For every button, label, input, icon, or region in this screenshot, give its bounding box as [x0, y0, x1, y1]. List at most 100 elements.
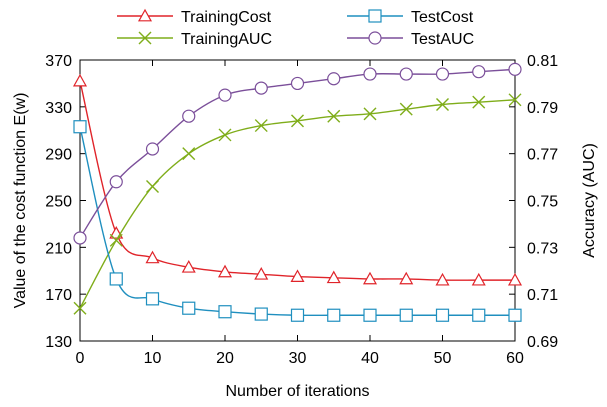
y-left-tick-label: 130 [45, 334, 72, 351]
data-point-testauc [145, 142, 160, 156]
data-point-trainingcost [181, 260, 196, 273]
x-marker-stroke [138, 31, 152, 45]
y-left-tick-label: 290 [45, 147, 72, 164]
x-marker-stroke [73, 301, 87, 315]
legend-label-trainingcost: TrainingCost [181, 9, 272, 26]
y-left-tick-label: 330 [45, 100, 72, 117]
legend-item-testcost: TestCost [347, 9, 474, 26]
data-point-trainingauc [399, 102, 413, 116]
data-point-testauc [109, 175, 123, 189]
legend-item-trainingcost: TrainingCost [117, 8, 272, 26]
x-marker-stroke [182, 147, 196, 161]
y-right-tick-label: 0.71 [527, 287, 558, 304]
y-right-tick-label: 0.69 [527, 334, 558, 351]
x-tick-label: 50 [434, 350, 452, 367]
data-point-trainingcost [145, 250, 160, 264]
legend-marker-trainingauc [138, 31, 152, 45]
data-point-testauc [363, 67, 377, 81]
data-point-trainingauc [363, 107, 377, 121]
data-point-trainingauc [73, 301, 87, 315]
x-marker-stroke [363, 107, 377, 121]
data-point-trainingcost [399, 271, 414, 285]
data-point-testauc [399, 67, 413, 81]
y-right-tick-label: 0.81 [527, 53, 558, 70]
data-point-testauc [182, 109, 196, 123]
series-testauc [73, 62, 522, 245]
x-marker-stroke [327, 109, 341, 123]
data-point-trainingcost [254, 267, 269, 280]
data-point-trainingauc [146, 179, 159, 193]
data-point-trainingauc [436, 97, 449, 111]
series-testcost [73, 120, 522, 322]
data-point-testcost [472, 308, 486, 322]
y-left-tick-label: 250 [45, 194, 72, 211]
x-tick-label: 10 [144, 350, 162, 367]
x-marker-stroke [508, 93, 522, 107]
data-point-testcost [435, 308, 450, 322]
y-right-tick-label: 0.79 [527, 100, 558, 117]
series-trainingauc [73, 93, 522, 315]
legend-marker-testauc [368, 31, 382, 45]
data-point-trainingcost [362, 271, 378, 285]
data-point-testcost [399, 308, 413, 322]
y-left-tick-label: 210 [45, 240, 72, 257]
x-marker-stroke [218, 128, 232, 142]
data-point-testcost [218, 305, 232, 319]
x-marker-stroke [254, 119, 268, 133]
legend-label-testcost: TestCost [411, 9, 474, 26]
data-point-trainingcost [507, 272, 523, 286]
y-left-tick-label: 170 [45, 287, 72, 304]
data-point-testauc [290, 76, 305, 91]
legend-item-testauc: TestAUC [347, 31, 474, 48]
plot-frame [79, 59, 516, 342]
y-axis-right-label: Accuracy (AUC) [581, 143, 598, 258]
series-trainingcost [72, 73, 523, 286]
data-point-trainingcost [471, 272, 486, 286]
data-point-trainingauc [291, 114, 304, 128]
x-tick-label: 20 [216, 350, 234, 367]
series-line-testauc [79, 68, 516, 239]
data-point-trainingcost [72, 73, 88, 87]
legend-label-trainingauc: TrainingAUC [181, 31, 272, 48]
x-marker-stroke [146, 179, 159, 193]
x-marker-stroke [436, 97, 449, 111]
data-point-testauc [254, 81, 268, 95]
data-point-testauc [73, 231, 87, 245]
data-point-trainingcost [290, 269, 305, 283]
data-point-testcost [363, 308, 377, 322]
data-point-trainingauc [109, 233, 123, 247]
y-left-tick-label: 370 [45, 53, 72, 70]
y-right-tick-label: 0.75 [527, 194, 558, 211]
x-marker-stroke [109, 233, 123, 247]
data-point-trainingcost [217, 264, 233, 278]
data-point-trainingauc [182, 147, 196, 161]
legend-item-trainingauc: TrainingAUC [117, 31, 272, 48]
data-point-testauc [327, 72, 341, 86]
data-point-trainingauc [254, 119, 268, 133]
series-line-trainingcost [79, 80, 515, 281]
y-axis-left-label: Value of the cost function E(w) [12, 93, 29, 309]
data-point-trainingcost [326, 270, 341, 284]
x-tick-label: 60 [506, 350, 524, 367]
data-point-testcost [109, 272, 123, 286]
x-marker-stroke [291, 114, 304, 128]
x-tick-label: 30 [289, 350, 307, 367]
legend-label-testauc: TestAUC [411, 31, 474, 48]
data-point-testauc [218, 88, 232, 102]
y-right-tick-label: 0.73 [527, 240, 558, 257]
data-point-testcost [145, 292, 160, 306]
legend: TrainingCost TestCost TrainingAUC TestAUC [117, 8, 474, 48]
data-point-testauc [508, 62, 522, 76]
data-point-testcost [290, 308, 305, 322]
data-point-trainingcost [435, 272, 450, 286]
x-tick-label: 0 [76, 350, 85, 367]
data-point-trainingauc [327, 109, 341, 123]
legend-marker-testcost [368, 9, 382, 23]
y-right-tick-label: 0.77 [527, 147, 558, 164]
data-point-testcost [182, 301, 196, 315]
data-point-trainingauc [508, 93, 522, 107]
series-layer [72, 62, 523, 322]
data-point-testauc [472, 65, 486, 79]
axis-ticks: 0 10 20 30 40 50 60 130 170 210 250 290 330 370 0.69 0.… [45, 53, 558, 367]
